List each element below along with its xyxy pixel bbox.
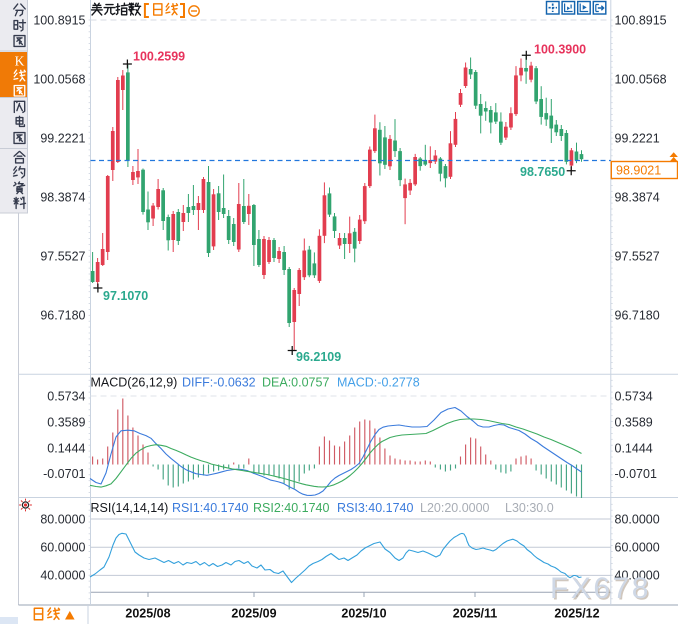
svg-text:MACD:-0.2778: MACD:-0.2778 [337,375,420,389]
svg-text:FX678: FX678 [550,572,651,605]
svg-text:0.3589: 0.3589 [615,415,653,429]
svg-text:K: K [15,54,25,69]
svg-text:98.3874: 98.3874 [40,191,85,205]
svg-text:40.0000: 40.0000 [40,569,85,583]
svg-text:100.3900: 100.3900 [534,43,586,57]
svg-text:0.3589: 0.3589 [47,415,85,429]
svg-text:100.0568: 100.0568 [33,72,85,86]
svg-text:2025/08: 2025/08 [125,607,170,621]
svg-text:RSI(14,14,14): RSI(14,14,14) [91,501,169,515]
svg-text:-0.0701: -0.0701 [43,467,85,481]
svg-text:MACD(26,12,9): MACD(26,12,9) [91,375,178,389]
svg-text:97.5527: 97.5527 [40,250,85,264]
svg-text:96.7180: 96.7180 [40,309,85,323]
svg-text:-0.0701: -0.0701 [615,467,657,481]
svg-text:99.2221: 99.2221 [40,131,85,145]
svg-text:97.5527: 97.5527 [615,250,660,264]
svg-text:2025/09: 2025/09 [231,607,276,621]
svg-text:97.1070: 97.1070 [103,289,148,303]
svg-text:2025/10: 2025/10 [341,607,386,621]
svg-text:0.1444: 0.1444 [615,441,653,455]
svg-text:80.0000: 80.0000 [615,512,660,526]
svg-text:L20:20.0000: L20:20.0000 [420,501,490,515]
svg-text:98.9021: 98.9021 [616,164,661,178]
svg-text:100.8915: 100.8915 [33,13,85,27]
svg-text:RSI3:40.1740: RSI3:40.1740 [337,501,413,515]
svg-text:FX678: FX678 [552,574,653,607]
svg-text:98.3874: 98.3874 [615,191,660,205]
svg-text:60.0000: 60.0000 [615,541,660,555]
svg-text:L30:30.0: L30:30.0 [505,501,554,515]
svg-text:0.5734: 0.5734 [615,389,653,403]
svg-text:RSI1:40.1740: RSI1:40.1740 [172,501,248,515]
svg-text:60.0000: 60.0000 [40,541,85,555]
svg-text:0.1444: 0.1444 [47,441,85,455]
svg-text:2025/12: 2025/12 [554,607,599,621]
svg-text:98.7650: 98.7650 [520,165,565,179]
svg-text:100.2599: 100.2599 [133,50,185,64]
svg-text:100.0568: 100.0568 [615,72,667,86]
svg-text:DEA:0.0757: DEA:0.0757 [262,375,329,389]
svg-text:2025/11: 2025/11 [453,607,498,621]
svg-text:96.2109: 96.2109 [296,350,341,364]
svg-text:RSI2:40.1740: RSI2:40.1740 [253,501,329,515]
svg-text:40.0000: 40.0000 [615,569,660,583]
svg-text:0.5734: 0.5734 [47,389,85,403]
svg-text:DIFF:-0.0632: DIFF:-0.0632 [182,375,256,389]
svg-text:100.8915: 100.8915 [615,13,667,27]
svg-text:96.7180: 96.7180 [615,309,660,323]
svg-text:80.0000: 80.0000 [40,512,85,526]
svg-text:99.2221: 99.2221 [615,131,660,145]
